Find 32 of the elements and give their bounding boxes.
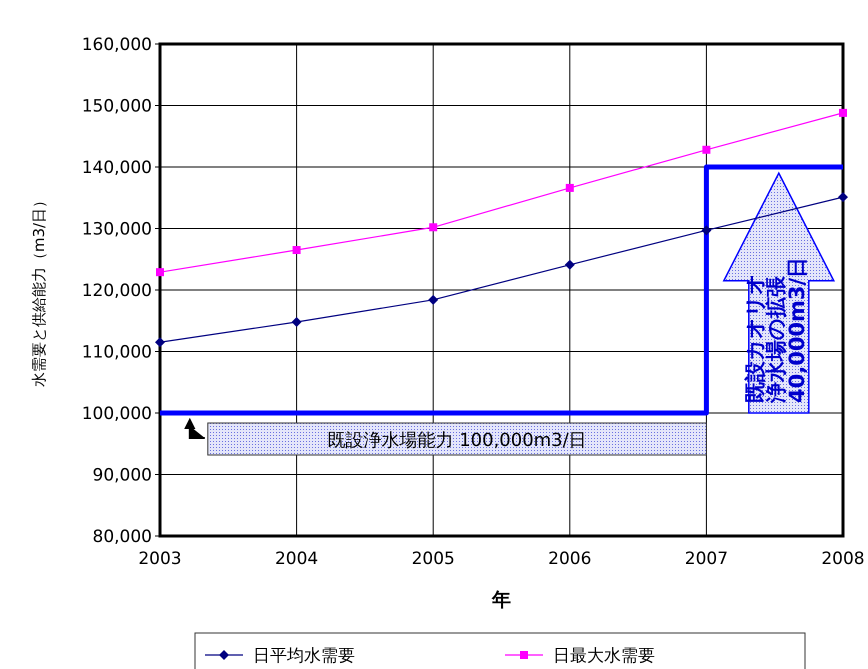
y-tick-label: 150,000: [82, 96, 152, 116]
y-tick-label: 120,000: [82, 281, 152, 301]
point: [564, 260, 575, 270]
x-tick-label: 2008: [821, 549, 865, 569]
y-tick-label: 160,000: [82, 35, 152, 55]
annotation: 既設浄水場能力 100,000m3/日: [327, 430, 587, 451]
y-tick-label: 80,000: [92, 527, 152, 547]
legend-label: 日平均水需要: [253, 646, 355, 666]
point: [428, 294, 438, 305]
point: [292, 246, 301, 254]
y-tick-label: 130,000: [82, 220, 152, 240]
y-tick-label: 140,000: [82, 158, 152, 178]
y-tick-label: 90,000: [92, 466, 152, 486]
point: [702, 146, 710, 154]
point: [839, 108, 847, 117]
y-axis-title: 水需要と供給能力（m3/日）: [30, 192, 48, 388]
legend-label: 日最大水需要: [553, 646, 655, 666]
y-tick-label: 100,000: [82, 404, 152, 424]
point: [701, 225, 712, 236]
x-axis-title: 年: [491, 589, 511, 611]
point: [838, 192, 848, 202]
point: [429, 223, 438, 232]
y-tick-label: 110,000: [82, 342, 152, 362]
point: [155, 337, 165, 348]
x-tick-label: 2003: [138, 549, 182, 569]
x-tick-label: 2004: [274, 549, 318, 569]
point: [292, 316, 302, 327]
x-tick-label: 2007: [684, 549, 728, 569]
point: [156, 268, 164, 276]
x-tick-label: 2005: [412, 549, 455, 569]
point: [566, 184, 574, 192]
x-tick-label: 2006: [548, 549, 592, 569]
